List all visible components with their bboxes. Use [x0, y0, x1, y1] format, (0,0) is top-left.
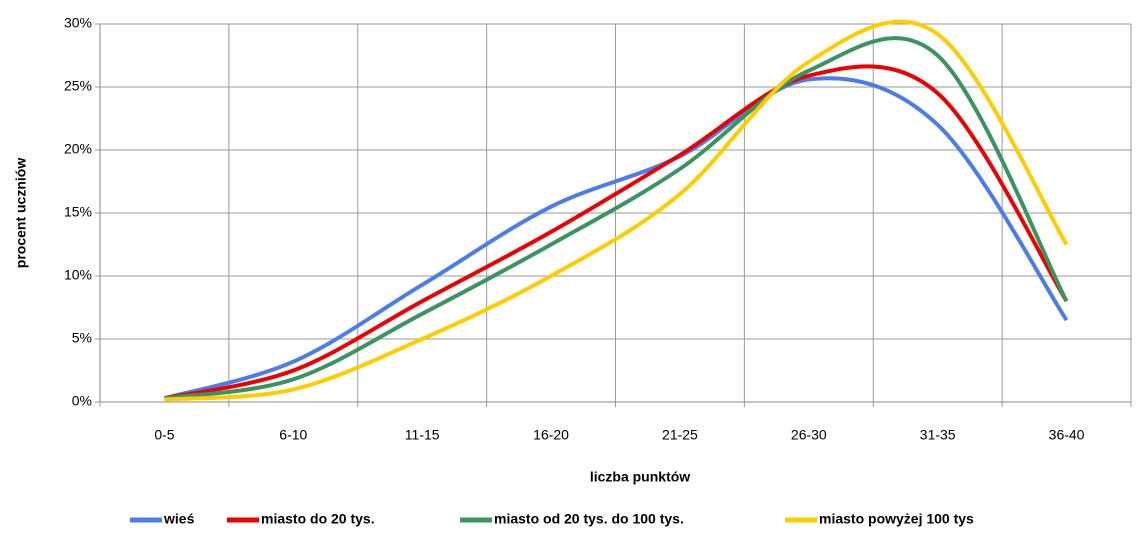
x-tick-label: 0-5	[154, 427, 174, 443]
y-tick-label: 10%	[64, 267, 92, 283]
legend-label: wieś	[163, 511, 195, 527]
legend-label: miasto od 20 tys. do 100 tys.	[494, 511, 684, 527]
x-tick-label: 11-15	[405, 427, 440, 443]
x-tick-label: 6-10	[279, 427, 307, 443]
legend-label: miasto do 20 tys.	[261, 511, 375, 527]
y-tick-label: 0%	[72, 393, 92, 409]
x-tick-label: 26-30	[791, 427, 827, 443]
series-line	[163, 76, 1069, 401]
y-tick-label: 30%	[64, 15, 92, 31]
legend-label: miasto powyżej 100 tys	[819, 511, 974, 527]
x-tick-label: 36-40	[1049, 427, 1085, 443]
x-tick-label: 31-35	[920, 427, 956, 443]
x-tick-label: 21-25	[662, 427, 698, 443]
y-tick-label: 25%	[64, 78, 92, 94]
y-tick-label: 5%	[72, 330, 92, 346]
x-tick-label: 16-20	[533, 427, 569, 443]
series-line	[164, 19, 1069, 402]
series-line	[164, 64, 1069, 401]
y-tick-label: 20%	[64, 141, 92, 157]
y-tick-label: 15%	[64, 204, 92, 220]
y-axis-title: procent uczniów	[13, 158, 29, 269]
series-line	[164, 36, 1069, 401]
x-axis-title: liczba punktów	[590, 469, 690, 485]
